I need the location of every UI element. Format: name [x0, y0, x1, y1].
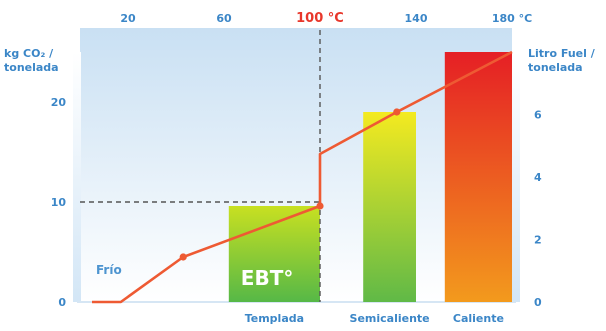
- y-left-tick-20: 20: [51, 96, 67, 109]
- ticks: 20 60 100 °C 140 180 °C 0 10 20 0 2 4 6: [51, 11, 542, 309]
- band-badge-templada: EBT°: [241, 266, 294, 290]
- y-right-tick-6: 6: [534, 109, 542, 122]
- y-left-label-line2: tonelada: [4, 61, 59, 74]
- band-label-semicaliente: Semicaliente: [350, 312, 430, 325]
- band-label-caliente: Caliente: [453, 312, 504, 325]
- y-left-tick-10: 10: [51, 196, 67, 209]
- left-axis-bar: [73, 52, 81, 302]
- band-caliente: [444, 52, 512, 302]
- x-tick-180: 180 °C: [492, 12, 532, 25]
- zone-label-frio: Frío: [96, 263, 122, 277]
- data-point-1: [179, 253, 187, 261]
- y-right-label-line2: tonelada: [528, 61, 583, 74]
- x-tick-20: 20: [120, 12, 136, 25]
- data-point-3: [393, 108, 401, 116]
- x-tick-100: 100 °C: [296, 11, 344, 26]
- right-axis-bar: [512, 52, 520, 302]
- series: [92, 50, 513, 304]
- y-right-label-line1: Litro Fuel /: [528, 47, 596, 60]
- data-point-2: [316, 202, 324, 210]
- x-tick-140: 140: [405, 12, 428, 25]
- x-tick-60: 60: [216, 12, 232, 25]
- band-label-templada: Templada: [245, 312, 304, 325]
- y-left-tick-0: 0: [58, 296, 66, 309]
- y-right-tick-0: 0: [534, 296, 542, 309]
- y-right-tick-4: 4: [534, 171, 542, 184]
- y-right-tick-2: 2: [534, 234, 542, 247]
- band-semicaliente: [363, 112, 416, 302]
- y-left-label-line1: kg CO₂ /: [4, 47, 54, 60]
